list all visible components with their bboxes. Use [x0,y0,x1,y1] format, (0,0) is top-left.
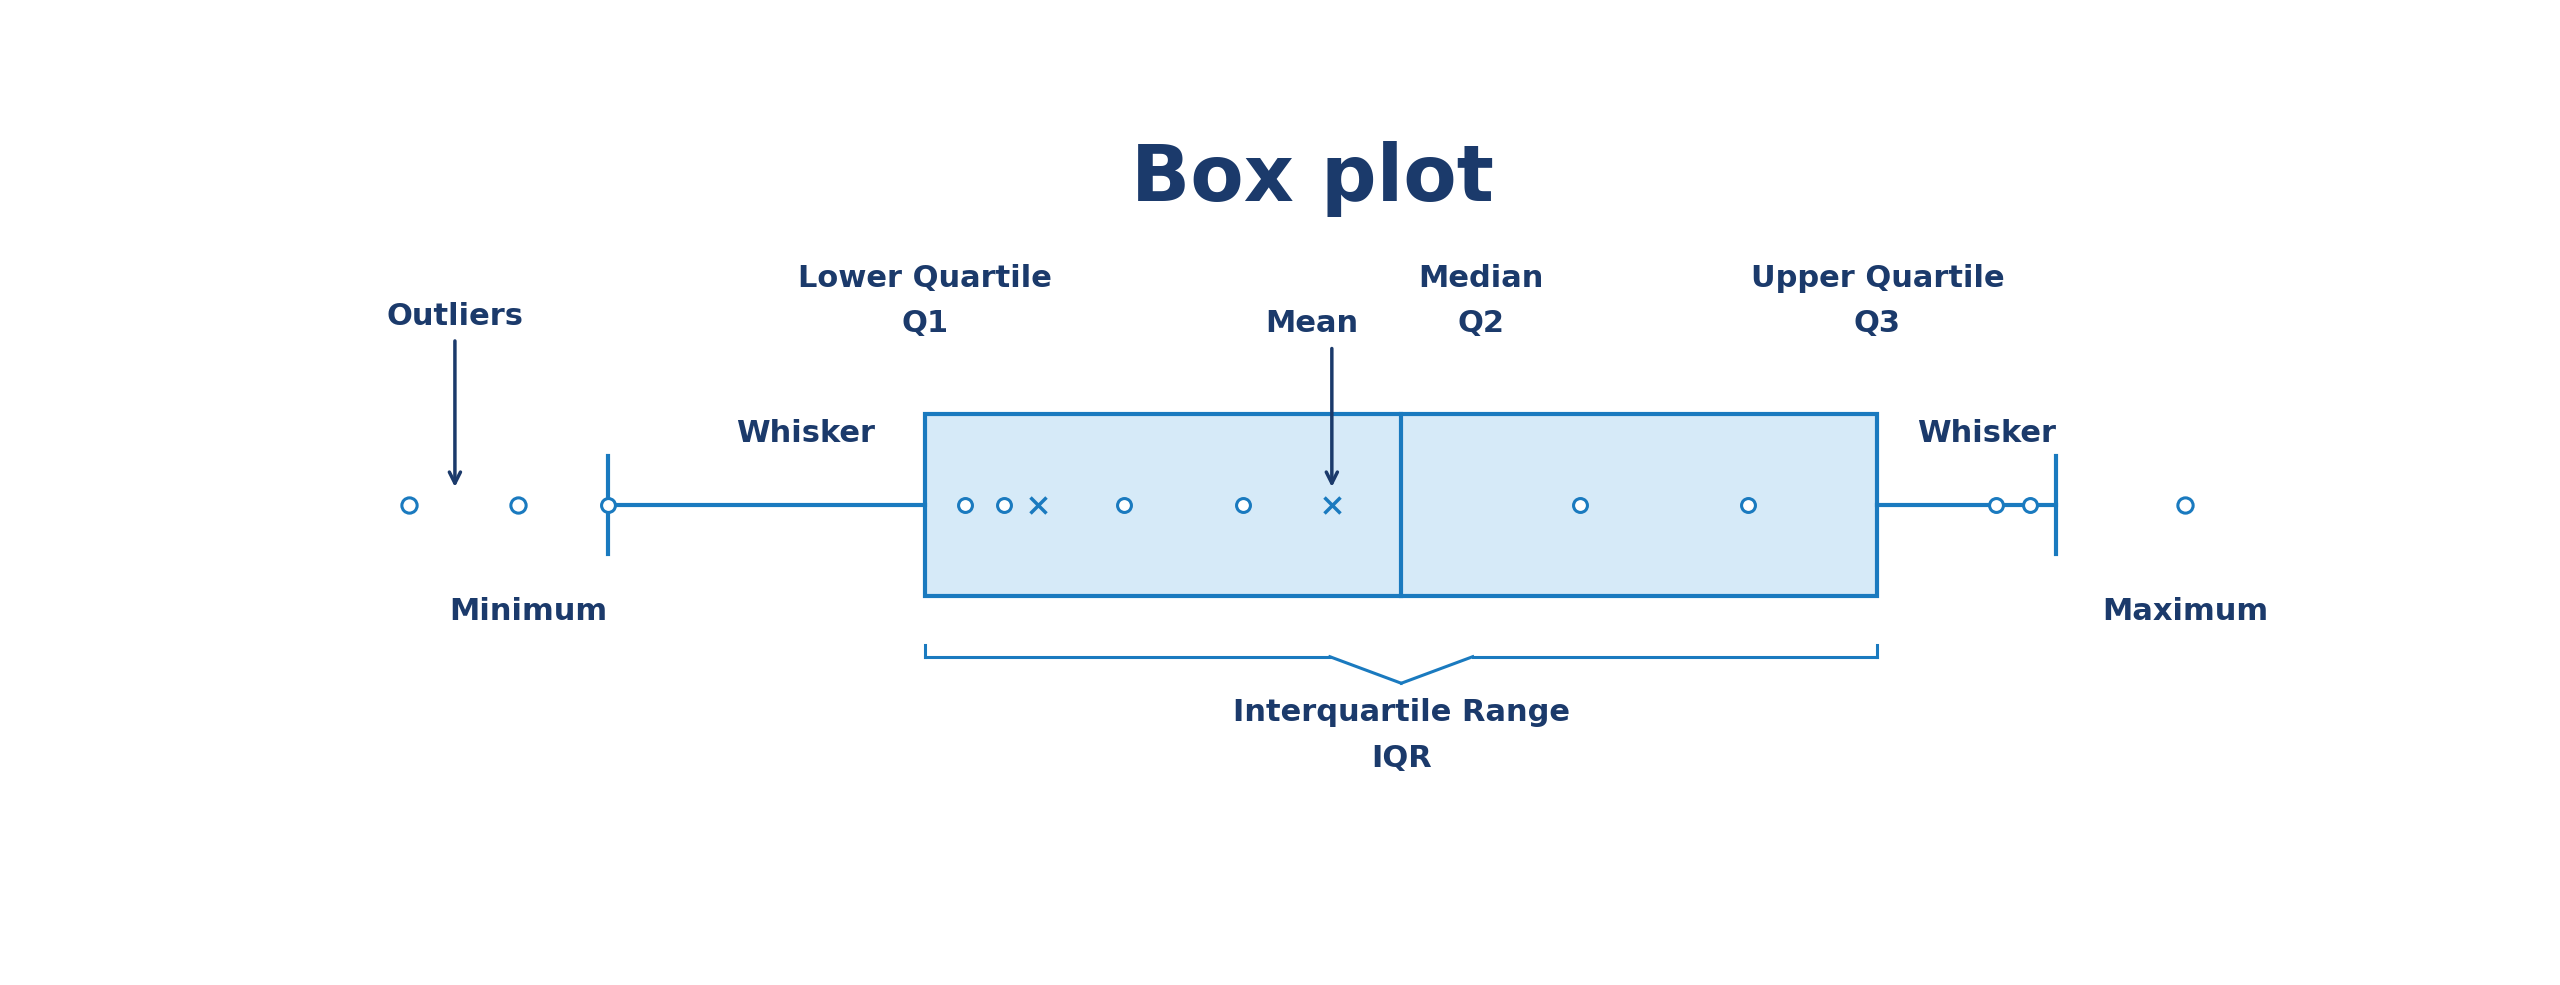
Text: Whisker: Whisker [737,420,876,448]
Text: Outliers: Outliers [387,301,522,331]
Text: Whisker: Whisker [1917,420,2056,448]
Text: Q1: Q1 [901,309,950,338]
Text: Minimum: Minimum [448,597,607,626]
Text: Lower Quartile: Lower Quartile [799,264,1052,293]
Text: Box plot: Box plot [1132,141,1492,217]
Text: Mean: Mean [1265,309,1359,338]
Text: Maximum: Maximum [2102,597,2268,626]
Text: IQR: IQR [1372,744,1431,773]
Text: Upper Quartile: Upper Quartile [1751,264,2004,293]
Text: Median: Median [1418,264,1544,293]
Text: Interquartile Range: Interquartile Range [1234,698,1569,727]
Text: Q2: Q2 [1457,309,1505,338]
Text: Q3: Q3 [1853,309,1902,338]
Bar [924,414,1876,596]
